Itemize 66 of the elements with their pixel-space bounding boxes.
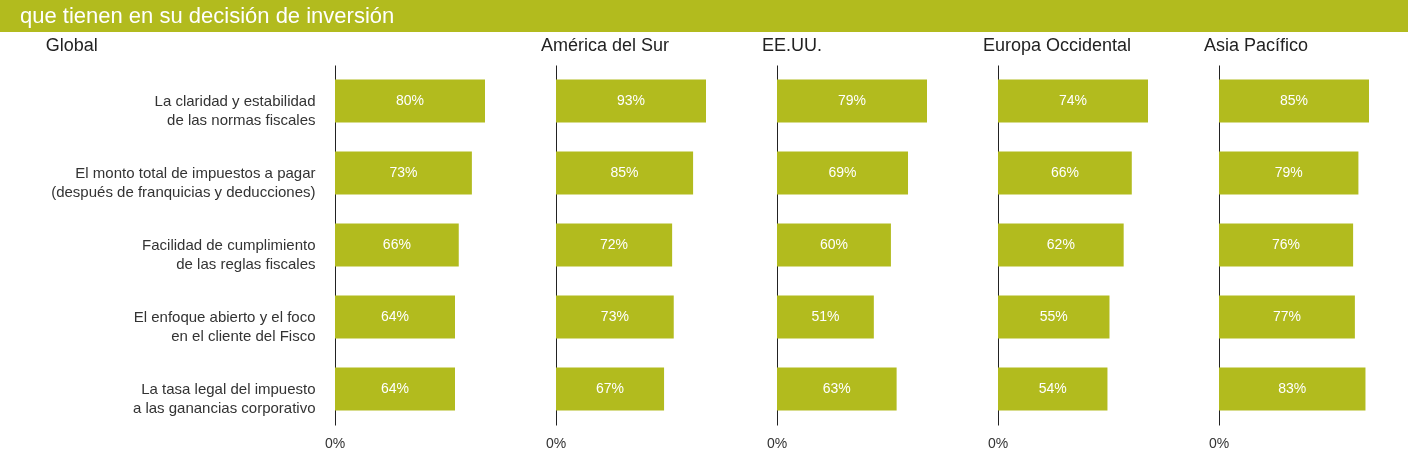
y-tick-label: La claridad y estabilidad de las normas fiscales [154,92,316,128]
chart-title: EE.UU. [761,35,822,55]
data-label: 63% [822,380,851,396]
bar [1219,223,1354,267]
data-label: 80% [395,92,425,108]
bar [998,79,1148,123]
data-label: 76% [1272,236,1301,252]
bar [335,79,485,123]
bar [1219,367,1366,411]
bar [777,295,874,339]
data-label: 72% [600,236,629,252]
bar [556,367,665,411]
bar [998,223,1124,267]
bar [777,223,891,267]
bar [777,79,927,123]
data-label: 60% [819,236,848,252]
bar [556,79,706,123]
data-label: 93% [616,92,646,108]
y-tick-label: La tasa legal del impuesto a las ganancias corporativo [132,380,316,416]
data-label: 55% [1039,308,1068,324]
bar [556,151,694,195]
data-label: 79% [837,92,867,108]
data-label: 85% [610,164,639,180]
data-label: 51% [811,308,840,324]
chart-title: Asia Pacífico [1203,35,1308,55]
data-label: 85% [1279,92,1309,108]
data-label: 74% [1058,92,1088,108]
y-tick-label: El enfoque abierto y el foco en el cliente del Fisco [133,308,316,344]
text: Global [45,35,98,55]
bar [1219,79,1369,123]
y-tick-label: El monto total de impuestos a pagar (después de franquicias y deducciones) [51,164,316,200]
bar [1219,151,1359,195]
data-label: 79% [1274,164,1303,180]
data-label: 83% [1278,380,1307,396]
text: 0% [324,435,346,451]
bar [998,295,1110,339]
data-label: 66% [1050,164,1079,180]
text: 0% [766,435,788,451]
bar [335,151,472,195]
data-label: 77% [1272,308,1301,324]
bar [998,367,1108,411]
data-label: 69% [828,164,857,180]
text: que tienen en su decisión de inversión [0,0,1408,32]
data-label: 64% [380,308,410,324]
bar [556,295,674,339]
chart-title: Europa Occidental [982,35,1131,55]
bar [1219,295,1355,339]
data-label: 64% [380,380,410,396]
bar [335,367,455,411]
text: 0% [545,435,567,451]
bar [777,367,897,411]
chart-title: América del Sur [540,35,669,55]
bar [998,151,1132,195]
data-label: 62% [1046,236,1075,252]
data-label: 54% [1038,380,1067,396]
data-label: 73% [600,308,629,324]
bar [335,295,455,339]
y-tick-label: Facilidad de cumplimiento de las reglas fiscales [142,236,316,272]
data-label: 73% [389,164,418,180]
text: 0% [1208,435,1230,451]
text: 0% [987,435,1009,451]
bar [335,223,459,267]
data-label: 67% [596,380,625,396]
bar [556,223,673,267]
data-label: 66% [382,236,411,252]
bar [777,151,909,195]
